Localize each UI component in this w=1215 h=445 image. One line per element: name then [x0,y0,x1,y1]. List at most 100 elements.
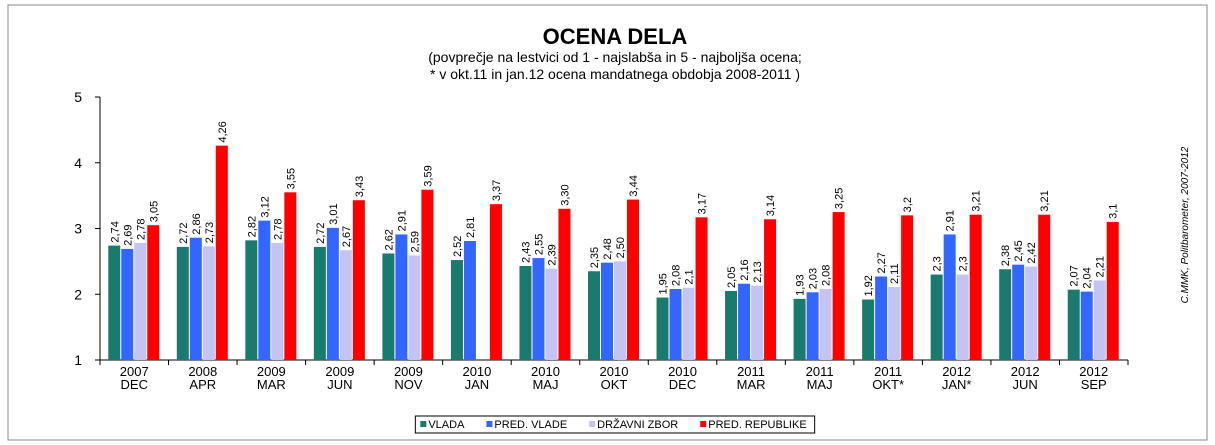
legend-label: DRŽAVNI ZBOR [597,418,678,431]
bar [245,240,258,360]
data-label: 2,35 [589,247,601,268]
bar [463,240,476,360]
chart-subtitle: * v okt.11 in jan.12 ocena mandatnega ob… [430,66,800,82]
y-tick-label: 4 [74,155,82,171]
bar [695,217,708,360]
bar [614,261,626,360]
data-label: 3,37 [491,180,503,201]
x-tick-label: 2011 MAR [737,364,766,392]
bar [108,245,121,360]
bar [147,225,160,360]
data-label: 3,59 [422,165,434,186]
data-label: 1,95 [658,273,670,294]
data-label: 2,16 [739,259,751,280]
data-label: 2,04 [1082,267,1094,288]
bar [1025,266,1038,360]
bar [793,298,806,360]
x-tick-label: 2012 SEP [1079,364,1108,392]
bar [202,246,215,360]
bar [819,288,832,360]
legend-label: PRED. VLADE [494,419,567,431]
bar [1012,264,1025,360]
data-label: 3,12 [259,196,271,217]
legend-swatch [420,421,427,427]
x-tick-label: 2009 NOV [394,364,423,392]
data-label: 2,42 [1026,242,1038,263]
data-label: 3,25 [834,188,846,209]
data-label: 2,13 [752,261,764,282]
data-label: 3,30 [559,184,571,205]
y-tick-label: 2 [74,286,82,302]
data-label: 3,55 [285,168,297,189]
y-tick-label: 5 [74,89,82,105]
bar [450,260,463,360]
x-tick-label: 2008 APR [188,364,217,392]
bar [999,269,1012,360]
data-label: 2,62 [383,229,395,250]
data-label: 4,26 [217,121,229,142]
bar [408,255,421,360]
bar [421,189,434,360]
bar [1080,291,1093,360]
bar [943,234,956,360]
y-tick-label: 3 [74,221,82,237]
data-label: 2,39 [546,244,558,265]
bar [901,215,914,360]
x-tick-label: 2009 MAR [257,364,286,392]
bar [519,265,532,360]
bar [489,204,502,360]
data-label: 2,50 [615,237,627,258]
frame [7,4,1208,441]
bar [806,292,819,360]
data-label: 1,93 [795,274,807,295]
bar [656,297,669,360]
legend-box [414,415,816,434]
bar [271,242,284,360]
legend-swatch [486,421,493,427]
legend-swatch [700,421,707,427]
data-label: 3,14 [765,195,777,216]
data-label: 3,05 [148,201,160,222]
bar [284,192,297,360]
data-label: 3,01 [328,203,340,224]
data-label: 2,08 [671,265,683,286]
legend: VLADA PRED. VLADE DRŽAVNI ZBOR PRED. REPUBL… [414,415,816,434]
data-label: 2,21 [1095,256,1107,277]
data-label: 2,1 [684,269,696,284]
data-label: 1,92 [863,275,875,296]
bar [395,234,408,360]
data-label: 2,67 [341,226,353,247]
data-label: 2,3 [958,256,970,271]
data-label: 2,45 [1013,240,1025,261]
bar [134,242,147,360]
data-label: 2,55 [533,234,545,255]
x-tick-label: 2010 DEC [668,364,697,392]
bar [558,208,571,360]
bar [215,145,228,360]
bar [725,290,738,360]
bar [888,287,901,360]
data-label: 2,11 [889,263,901,284]
data-label: 2,82 [246,216,258,237]
x-tick-label: 2011 OKT* [872,364,904,392]
x-tick-label: 2011 MAJ [806,364,834,392]
bar [862,299,875,360]
bar [189,237,202,360]
data-label: 3,43 [354,176,366,197]
data-label: 2,07 [1069,265,1081,286]
legend-label: PRED. REPUBLIKE [708,419,806,431]
bar [1093,280,1106,360]
bar [751,285,764,360]
x-tick-label: 2007 DEC [120,364,149,392]
bar [969,214,982,360]
x-tick-label: 2010 MAJ [531,364,560,392]
bar [545,268,558,360]
bar [313,246,326,360]
data-label: 2,03 [808,268,820,289]
data-label: 2,91 [945,210,957,231]
bar [1106,221,1119,360]
data-label: 3,17 [697,193,709,214]
bar [352,200,365,360]
source-note: C.MMK, Politbarometer, 2007-2012 [1180,146,1191,303]
